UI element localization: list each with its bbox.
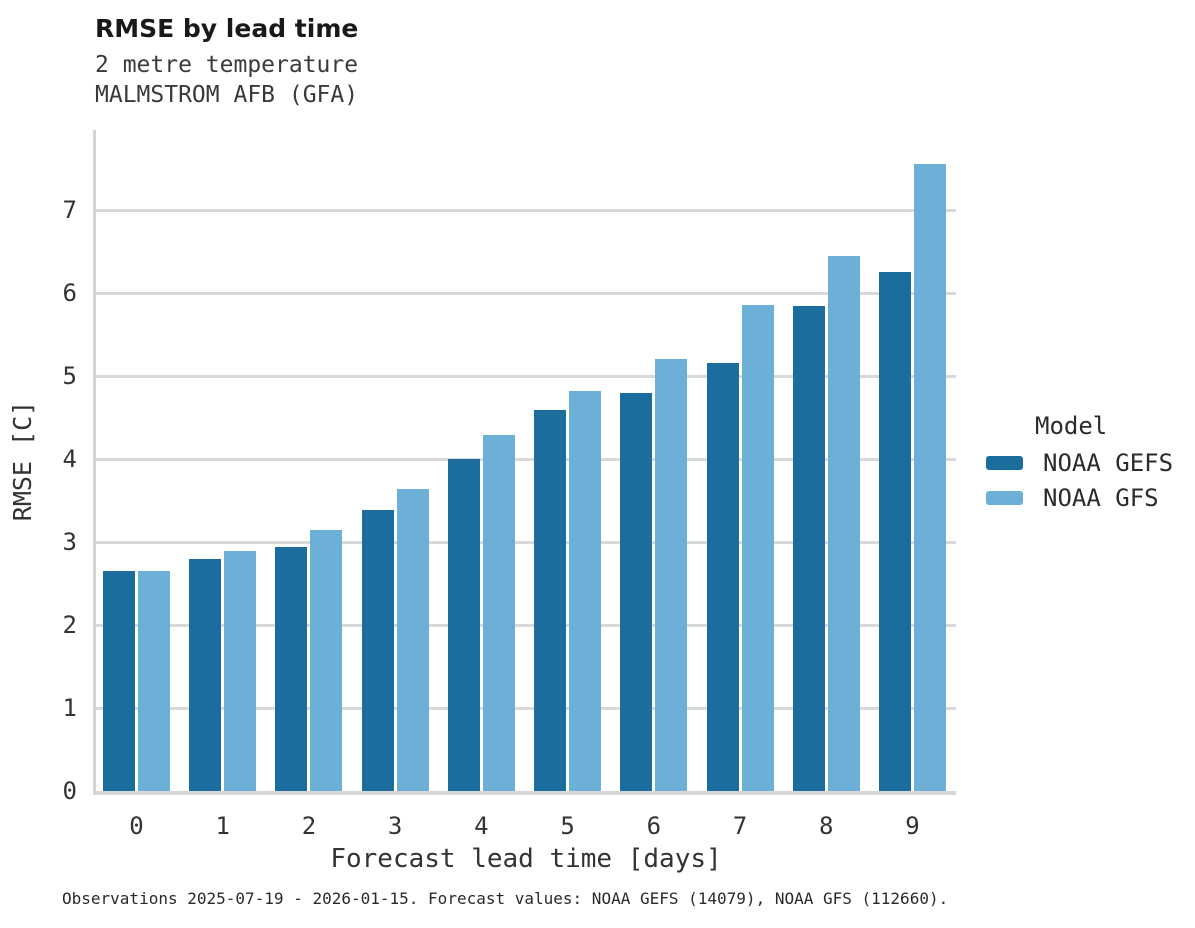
bar-noaa-gfs-day-3 (396, 488, 429, 791)
bar-noaa-gfs-day-1 (224, 551, 257, 791)
y-tick-label-0: 0 (62, 777, 77, 805)
x-tick-label-6: 6 (646, 812, 662, 840)
bar-noaa-gfs-day-8 (827, 255, 860, 791)
y-axis-spine (93, 130, 96, 795)
x-tick-label-3: 3 (387, 812, 403, 840)
x-axis-line (93, 791, 956, 795)
bar-noaa-gfs-day-5 (569, 390, 602, 791)
y-tick-label-1: 1 (62, 694, 77, 722)
gridline-y-5 (96, 374, 956, 378)
chart-subtitle-station: MALMSTROM AFB (GFA) (95, 82, 359, 108)
y-tick-label-4: 4 (62, 445, 77, 473)
gridline-y-2 (96, 623, 956, 627)
gridline-y-3 (96, 540, 956, 544)
bar-noaa-gefs-day-8 (792, 306, 825, 791)
bar-noaa-gefs-day-3 (361, 509, 394, 791)
bar-noaa-gefs-day-7 (706, 362, 739, 791)
x-axis-label: Forecast lead time [days] (330, 844, 722, 874)
bar-noaa-gefs-day-5 (534, 410, 567, 791)
bar-noaa-gefs-day-9 (878, 272, 911, 791)
bar-noaa-gefs-day-0 (103, 571, 135, 791)
bar-noaa-gfs-day-6 (655, 358, 688, 791)
bar-noaa-gfs-day-2 (310, 530, 343, 791)
gridline-y-7 (96, 208, 956, 212)
y-tick-label-5: 5 (62, 362, 77, 390)
legend-item-noaa-gfs: NOAA GFS (986, 484, 1173, 512)
y-tick-label-6: 6 (62, 279, 77, 307)
legend-label: NOAA GFS (1043, 484, 1159, 512)
legend-label: NOAA GEFS (1043, 449, 1174, 477)
legend-item-noaa-gefs: NOAA GEFS (986, 449, 1174, 477)
gridline-y-6 (96, 291, 956, 295)
x-tick-label-1: 1 (215, 812, 230, 840)
bar-noaa-gfs-day-9 (913, 163, 946, 791)
legend-swatch-icon (986, 456, 1023, 470)
gridline-y-1 (96, 706, 956, 710)
bar-noaa-gfs-day-4 (482, 434, 515, 791)
y-tick-label-2: 2 (62, 611, 77, 639)
x-tick-label-2: 2 (301, 812, 317, 840)
bar-noaa-gefs-day-2 (275, 546, 308, 791)
x-tick-label-4: 4 (474, 812, 489, 840)
x-tick-label-5: 5 (560, 812, 575, 840)
plot-area (96, 130, 956, 791)
bar-noaa-gefs-day-4 (447, 459, 480, 791)
chart-subtitle-variable: 2 metre temperature (95, 52, 359, 78)
chart-title: RMSE by lead time (95, 14, 359, 43)
x-tick-label-9: 9 (905, 812, 920, 840)
x-tick-label-7: 7 (732, 812, 748, 840)
bar-noaa-gfs-day-7 (741, 304, 774, 791)
legend-swatch-icon (986, 491, 1023, 505)
y-tick-label-7: 7 (62, 196, 77, 224)
gridline-y-4 (96, 457, 956, 461)
legend-title: Model (1035, 412, 1108, 440)
x-tick-label-0: 0 (129, 812, 144, 840)
footer-caption: Observations 2025-07-19 - 2026-01-15. Fo… (62, 889, 949, 908)
legend: Model NOAA GEFS NOAA GFS (986, 412, 1173, 522)
bar-noaa-gefs-day-6 (620, 393, 653, 791)
bar-noaa-gefs-day-1 (189, 559, 222, 791)
y-tick-label-3: 3 (62, 528, 77, 556)
x-tick-label-8: 8 (819, 812, 834, 840)
bar-noaa-gfs-day-0 (138, 571, 170, 791)
